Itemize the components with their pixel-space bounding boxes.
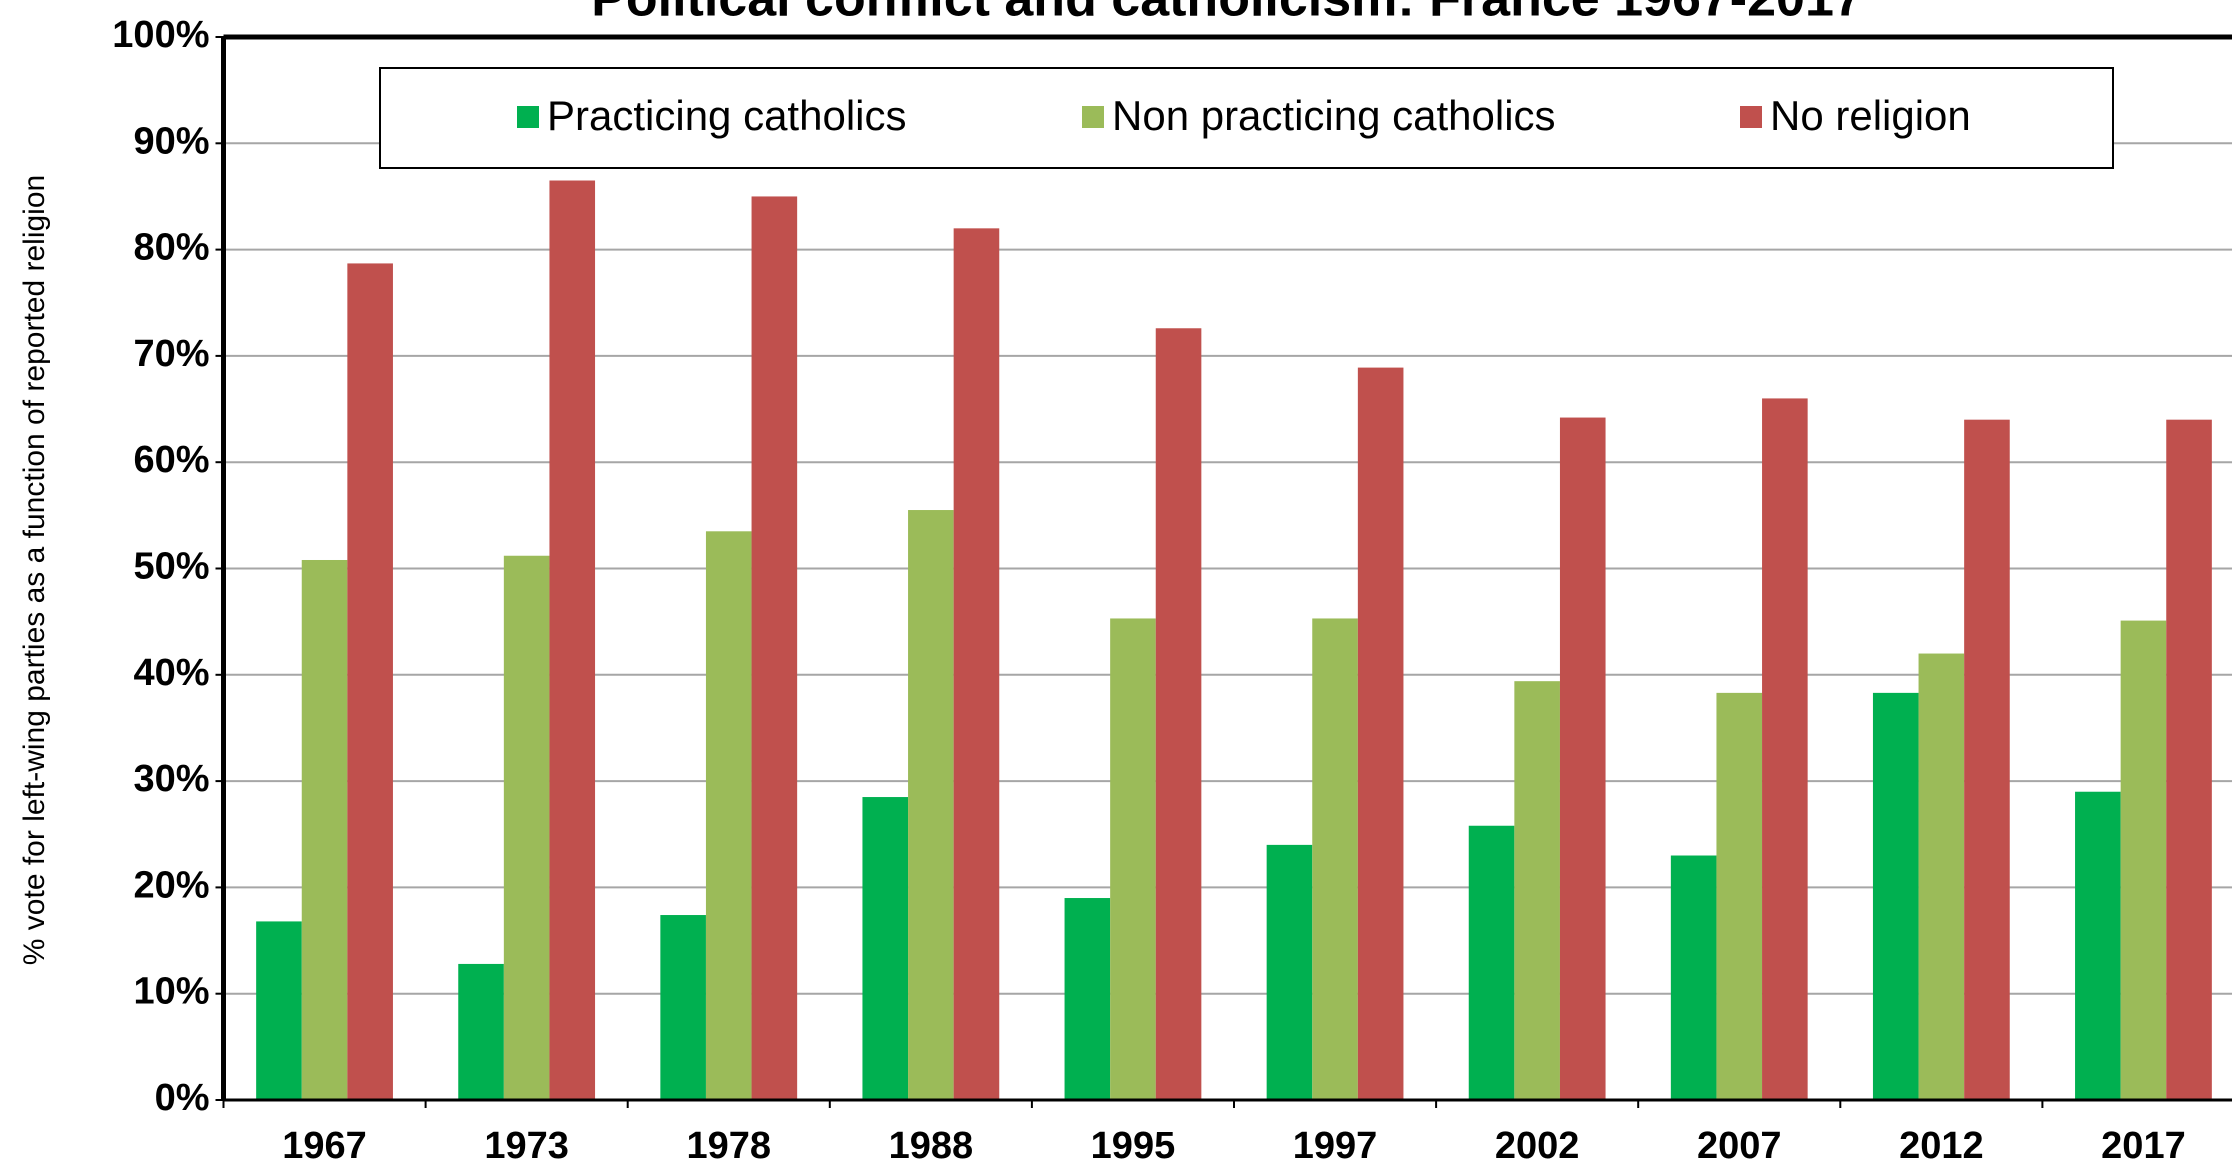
legend-swatch [1740,106,1762,128]
x-tick-label: 1988 [889,1125,974,1167]
y-tick-label: 60% [133,439,209,481]
x-tick-label: 1997 [1293,1125,1378,1167]
bar [1872,692,1919,1100]
bar [347,263,393,1100]
x-tick-label: 2012 [1899,1125,1984,1167]
legend-swatch [1082,106,1104,128]
y-tick-label: 40% [133,652,209,694]
legend-label: No religion [1770,92,1971,139]
x-tick-label: 1967 [282,1125,367,1167]
y-axis-label: % vote for left-wing parties as a functi… [18,175,51,965]
bar [1155,328,1202,1101]
bar [705,531,752,1100]
y-tick-label: 20% [133,864,209,906]
bar [1064,898,1111,1100]
legend-label: Non practicing catholics [1112,92,1556,139]
bar [1468,825,1515,1100]
bar [503,555,550,1100]
bar [1357,367,1404,1100]
bar [908,510,954,1100]
bar [953,228,1000,1101]
bar [2075,791,2121,1100]
bar [549,180,596,1100]
y-tick-label: 80% [133,227,209,269]
bar [1559,417,1606,1101]
bar [1716,692,1763,1100]
bar [1514,681,1560,1100]
bar [2120,620,2167,1100]
x-tick-label: 1995 [1091,1125,1176,1167]
legend-box [379,67,2114,169]
x-tick-label: 1978 [686,1125,771,1167]
y-tick-label: 90% [133,120,209,162]
y-tick-label: 100% [112,14,209,56]
legend-swatch [517,106,539,128]
bar [1266,844,1313,1100]
y-tick-label: 50% [133,546,209,588]
legend-label: Practicing catholics [547,92,906,139]
bar [1670,855,1717,1100]
bar [751,196,798,1100]
x-tick-label: 2002 [1495,1125,1580,1167]
chart-title: Political conflict and catholicism: Fran… [591,0,1863,28]
bar [458,963,504,1100]
bar [1964,419,2010,1100]
bar [301,559,348,1100]
bar [1762,398,1808,1100]
y-tick-label: 0% [155,1077,210,1119]
bar [256,921,302,1100]
y-tick-label: 70% [133,333,209,375]
bar [1312,618,1358,1100]
y-tick-label: 30% [133,758,209,800]
bar [2166,419,2212,1100]
bar [660,915,706,1100]
x-tick-label: 2017 [2101,1125,2186,1167]
x-tick-label: 2007 [1697,1125,1782,1167]
x-tick-label: 1973 [484,1125,569,1167]
y-tick-label: 10% [133,971,209,1013]
bar [1918,653,1965,1100]
bar [862,797,909,1100]
bar [1110,618,1156,1100]
